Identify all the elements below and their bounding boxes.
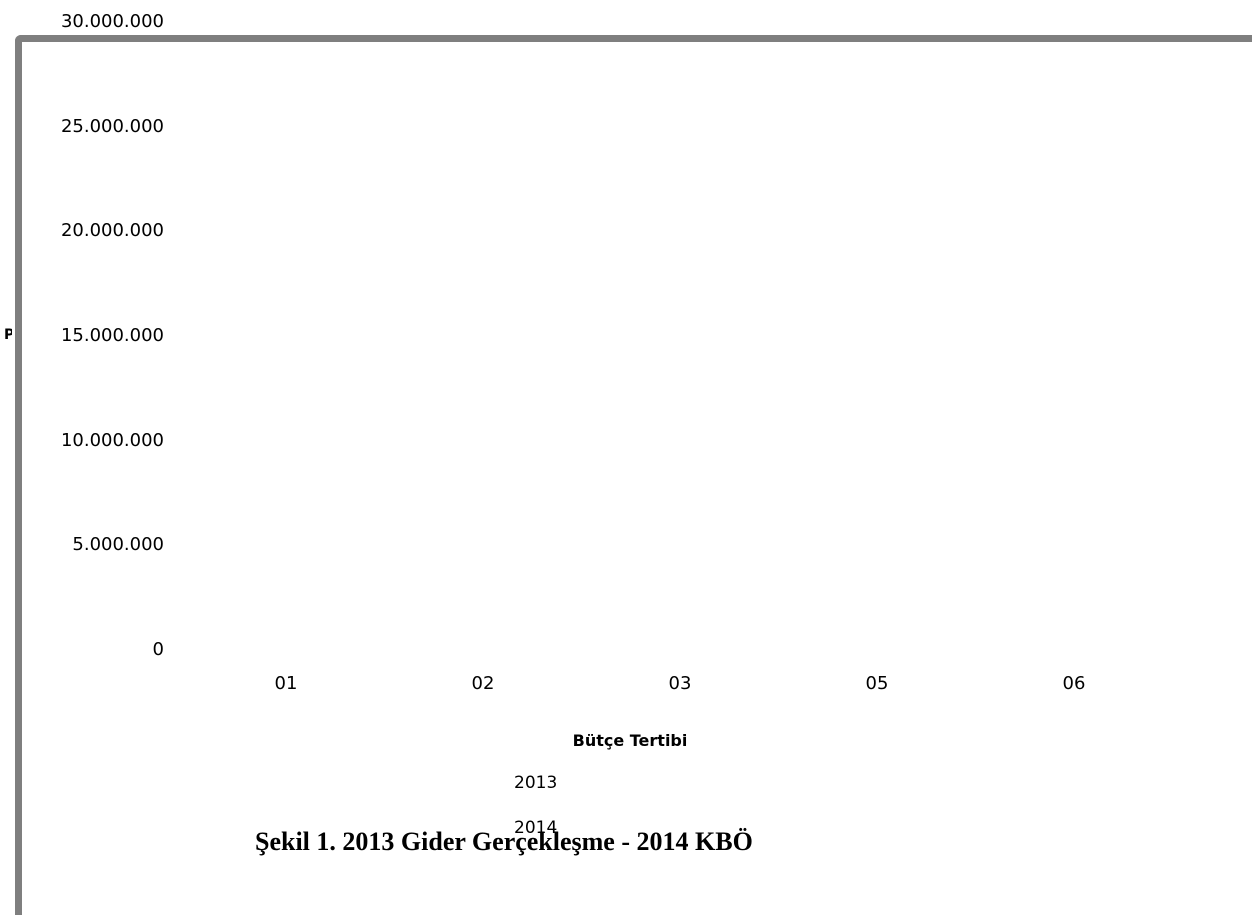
- figure-caption: Şekil 1. 2013 Gider Gerçekleşme - 2014 K…: [255, 827, 753, 856]
- y-tick-label: 20.000.000: [60, 220, 164, 242]
- y-tick-label: 25.000.000: [60, 115, 164, 137]
- x-tick-label: 03: [668, 673, 692, 694]
- chart-frame: [15, 35, 1252, 915]
- x-tick-label: 06: [1062, 673, 1086, 694]
- y-tick-label: 15.000.000: [60, 325, 164, 346]
- legend-item-2013: 2013: [514, 773, 558, 793]
- y-tick-label: 10.000.000: [60, 429, 164, 451]
- x-tick-label: 05: [865, 673, 889, 694]
- x-tick-label: 01: [274, 673, 298, 694]
- y-tick-label: 30.000.000: [60, 11, 164, 32]
- y-tick-label: 5.000.000: [72, 534, 164, 556]
- y-tick-label: 0: [152, 639, 164, 660]
- y-axis-label-fragment: P: [4, 327, 12, 343]
- legend-item-2014: 2014: [514, 818, 558, 838]
- x-axis-label: Bütçe Tertibi: [572, 731, 688, 750]
- x-tick-label: 02: [471, 673, 495, 694]
